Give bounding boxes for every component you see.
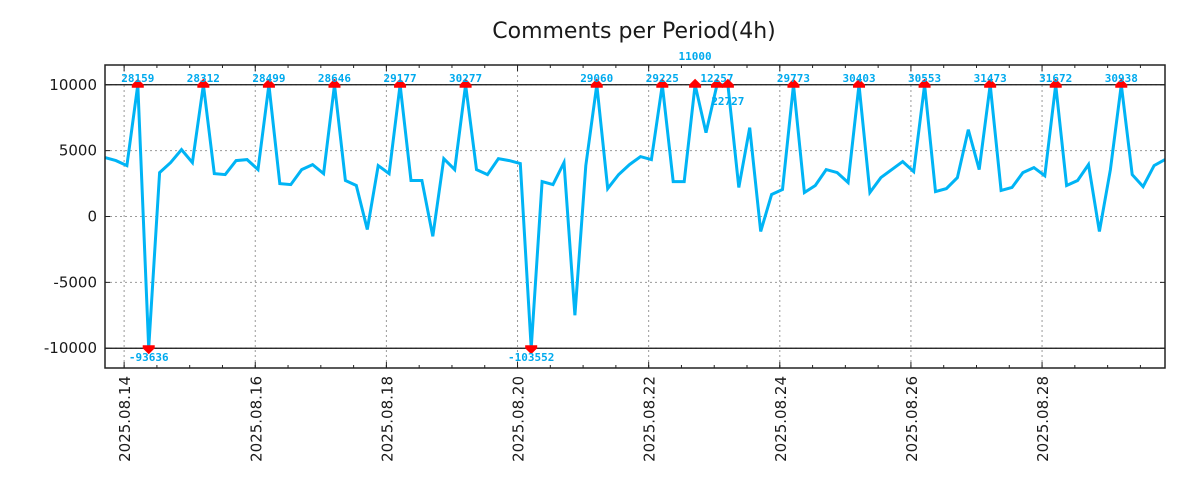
- data-label: 11000: [679, 50, 712, 63]
- x-tick-label: 2025.08.22: [641, 376, 659, 462]
- x-tick-label: 2025.08.26: [903, 376, 921, 462]
- clip-marker-up: [656, 78, 669, 88]
- clip-marker-up: [590, 78, 603, 88]
- data-label: -103552: [508, 351, 554, 364]
- data-label: 30403: [842, 72, 875, 85]
- y-tick-label: -10000: [44, 339, 97, 357]
- data-label: 30277: [449, 72, 482, 85]
- clip-marker-up: [689, 78, 702, 88]
- chart-title: Comments per Period(4h): [492, 19, 776, 44]
- data-label: 31672: [1039, 72, 1072, 85]
- clip-marker-up: [131, 78, 144, 88]
- clip-marker-up: [853, 78, 866, 88]
- y-tick-label: 5000: [59, 142, 97, 160]
- data-label: 28312: [187, 72, 220, 85]
- data-label: 29773: [777, 72, 810, 85]
- clip-marker-down: [525, 345, 538, 355]
- data-label: 28646: [318, 72, 351, 85]
- y-tick-label: -5000: [53, 273, 97, 291]
- data-label: 30938: [1105, 72, 1138, 85]
- x-tick-label: 2025.08.14: [116, 376, 134, 462]
- clip-marker-up: [459, 78, 472, 88]
- x-tick-label: 2025.08.24: [772, 376, 790, 462]
- data-label: 28499: [252, 72, 285, 85]
- clip-marker-up: [328, 78, 341, 88]
- clip-marker-up: [262, 78, 275, 88]
- clip-marker-up: [984, 78, 997, 88]
- x-tick-label: 2025.08.18: [378, 376, 396, 462]
- clip-marker-up: [1115, 78, 1128, 88]
- clip-marker-up: [197, 78, 210, 88]
- x-tick-label: 2025.08.20: [510, 376, 528, 462]
- clip-marker-up: [918, 78, 931, 88]
- data-label: 31473: [974, 72, 1007, 85]
- clip-marker-up: [721, 78, 734, 88]
- axes: -10000 -5000 0 5000 10000 2025.08.14 2025.08.1…: [44, 65, 1165, 462]
- y-tick-label: 10000: [49, 76, 97, 94]
- x-tick-label: 2025.08.28: [1034, 376, 1052, 462]
- data-label: 29177: [383, 72, 416, 85]
- clip-marker-up: [1049, 78, 1062, 88]
- data-label: 29060: [580, 72, 613, 85]
- series-line: [104, 83, 1166, 349]
- clip-markers: 28159 -93636 28312 28499 28646 29177 30277 -103…: [121, 50, 1138, 364]
- x-tick-label: 2025.08.16: [247, 376, 265, 462]
- data-label: 29225: [646, 72, 679, 85]
- data-label: -93636: [129, 351, 169, 364]
- data-label: 30553: [908, 72, 941, 85]
- data-label: 22727: [711, 95, 744, 108]
- data-label: 28159: [121, 72, 154, 85]
- clip-marker-up: [394, 78, 407, 88]
- grid: [105, 65, 1165, 368]
- y-tick-label: 0: [87, 208, 97, 226]
- clip-marker-up: [710, 78, 723, 88]
- clip-marker-down: [142, 345, 155, 355]
- clip-marker-up: [787, 78, 800, 88]
